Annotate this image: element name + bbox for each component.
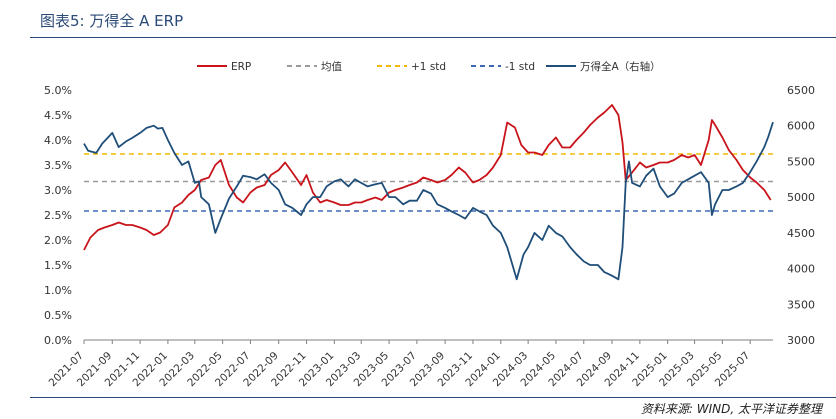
legend-label: 均值 xyxy=(321,60,342,73)
legend-label: 万得全A（右轴） xyxy=(580,60,661,73)
y-right-tick-label: 3000 xyxy=(787,334,815,347)
wind-a-index-series-line xyxy=(83,121,774,281)
y-left-tick-label: 3.0% xyxy=(44,184,72,197)
y-left-tick-label: 5.0% xyxy=(44,84,72,97)
legend-label: ERP xyxy=(231,61,251,73)
y-right-tick-label: 5500 xyxy=(787,155,815,168)
legend-label: -1 std xyxy=(505,61,535,73)
y-right-tick-label: 3500 xyxy=(787,298,815,311)
source-note: 资料来源: WIND, 太平洋证券整理 xyxy=(640,402,822,416)
footer-divider xyxy=(30,397,836,398)
y-right-tick-label: 4000 xyxy=(787,263,815,276)
chart-title: 图表5: 万得全 A ERP xyxy=(40,12,184,30)
y-right-tick-label: 6500 xyxy=(787,84,815,97)
y-left-tick-label: 4.0% xyxy=(44,134,72,147)
y-left-tick-label: 1.5% xyxy=(44,259,72,272)
erp-chart: 0.0% 0.5% 1.0% 1.5% 2.0% 2.5% 3.0% 3.5% 4.0% 4.5%… xyxy=(44,60,815,389)
y-right-tick-label: 6000 xyxy=(787,120,815,133)
header-divider xyxy=(30,37,836,38)
y-left-tick-label: 1.0% xyxy=(44,284,72,297)
y-left-tick-label: 0.0% xyxy=(44,334,72,347)
y-left-tick-label: 3.5% xyxy=(44,159,72,172)
legend-label: +1 std xyxy=(411,61,446,73)
y-right-tick-label: 5000 xyxy=(787,191,815,204)
erp-series-line xyxy=(83,104,772,251)
y-left-tick-label: 2.5% xyxy=(44,209,72,222)
y-left-tick-label: 2.0% xyxy=(44,234,72,247)
y-left-tick-label: 0.5% xyxy=(44,309,72,322)
y-left-tick-label: 4.5% xyxy=(44,109,72,122)
chart-header: 图表5: 万得全 A ERP xyxy=(0,0,836,38)
y-right-tick-label: 4500 xyxy=(787,227,815,240)
